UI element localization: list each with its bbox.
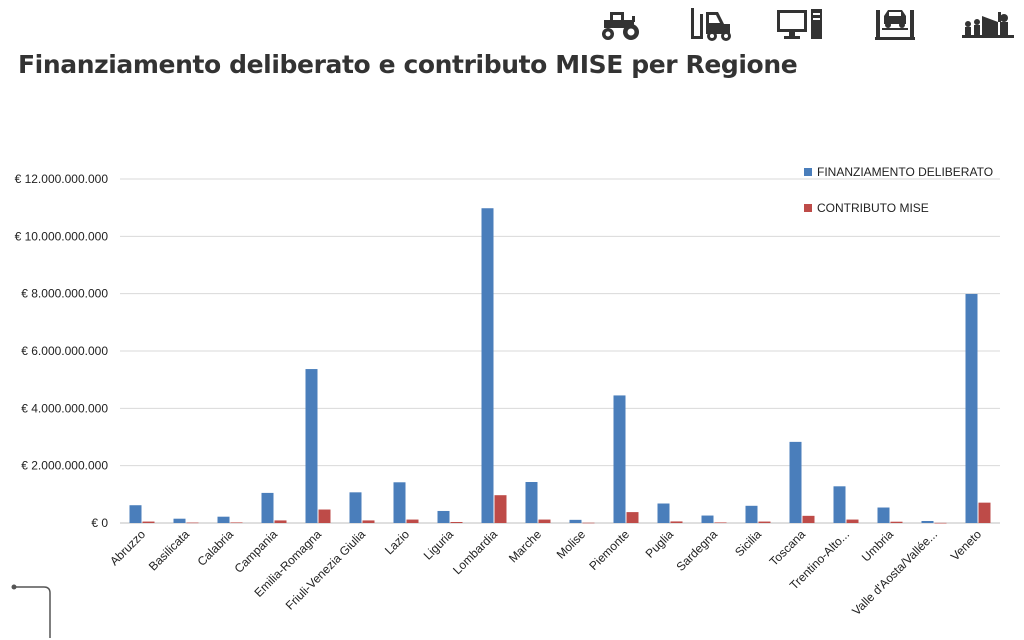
bar-finanziamento: [921, 520, 934, 523]
x-category-label: Veneto: [948, 527, 985, 564]
bar-finanziamento: [701, 515, 714, 523]
gridlines: [120, 178, 1000, 524]
bar-contributo: [582, 522, 595, 524]
bar-contributo: [142, 521, 155, 523]
bar-finanziamento: [305, 369, 318, 523]
bar-contributo: [670, 521, 683, 523]
x-category-label: Lazio: [382, 527, 412, 557]
bar-contributo: [890, 521, 903, 523]
bar-contributo: [934, 522, 947, 524]
header-icons: [0, 6, 1024, 46]
x-category-label: Liguria: [421, 527, 457, 563]
legend: FINANZIAMENTO DELIBERATO CONTRIBUTO MISE: [804, 165, 993, 215]
page-title: Finanziamento deliberato e contributo MI…: [18, 50, 798, 79]
bar-finanziamento: [217, 516, 230, 523]
bar-finanziamento: [789, 441, 802, 523]
x-category-label: Marche: [506, 527, 544, 565]
bar-finanziamento: [569, 519, 582, 523]
x-category-label: Umbria: [859, 527, 896, 564]
y-axis-labels: € 0 € 2.000.000.000 € 4.000.000.000 € 6.000…: [15, 172, 109, 530]
bar-contributo: [714, 522, 727, 524]
x-category-label: Abruzzo: [107, 527, 148, 568]
x-category-label: Lombardia: [450, 527, 500, 577]
forklift-icon: [691, 8, 731, 41]
bar-finanziamento: [877, 507, 890, 523]
bar-finanziamento: [525, 482, 538, 523]
bar-contributo: [494, 495, 507, 523]
bar-contributo: [406, 519, 419, 523]
bar-contributo: [186, 522, 199, 524]
bar-finanziamento: [833, 486, 846, 523]
y-tick-label: € 10.000.000.000: [15, 229, 109, 243]
x-category-label: Friuli-Venezia Giulia: [283, 527, 369, 613]
bar-contributo: [846, 519, 859, 523]
computer-icon: [777, 9, 822, 39]
y-tick-label: € 6.000.000.000: [21, 344, 108, 358]
bar-contributo: [274, 520, 287, 523]
bar-finanziamento: [437, 510, 450, 523]
construction-workers-icon: [962, 12, 1014, 38]
y-tick-label: € 0: [91, 516, 108, 530]
bar-finanziamento: [129, 505, 142, 523]
x-category-label: Toscana: [767, 527, 809, 569]
bar-contributo: [538, 519, 551, 523]
bar-finanziamento: [349, 492, 362, 523]
bar-contributo: [758, 521, 771, 523]
bar-finanziamento: [965, 293, 978, 523]
vehicle-lift-icon: [875, 10, 915, 40]
legend-swatch: [804, 204, 812, 212]
x-category-label: Puglia: [643, 527, 677, 561]
legend-label: CONTRIBUTO MISE: [817, 201, 929, 215]
x-category-label: Basilicata: [146, 527, 192, 573]
x-category-label: Molise: [554, 527, 589, 562]
x-category-label: Sicilia: [732, 527, 764, 559]
bar-contributo: [318, 509, 331, 523]
bar-finanziamento: [261, 492, 274, 523]
decorative-connector: [11, 584, 51, 638]
bar-contributo: [230, 522, 243, 524]
bar-finanziamento: [745, 505, 758, 523]
bar-finanziamento: [173, 518, 186, 523]
tractor-icon: [602, 12, 639, 40]
x-category-label: Sardegna: [673, 527, 720, 574]
y-tick-label: € 2.000.000.000: [21, 459, 108, 473]
legend-swatch: [804, 168, 812, 176]
bar-contributo: [626, 512, 639, 523]
bar-finanziamento: [657, 503, 670, 523]
y-tick-label: € 12.000.000.000: [15, 172, 109, 186]
bar-contributo: [802, 515, 815, 523]
bar-finanziamento: [393, 482, 406, 523]
x-category-label: Piemonte: [586, 527, 632, 573]
bar-finanziamento: [613, 395, 626, 523]
y-tick-label: € 8.000.000.000: [21, 287, 108, 301]
bar-contributo: [362, 520, 375, 523]
bars: [129, 208, 991, 524]
bar-contributo: [978, 502, 991, 523]
x-category-label: Calabria: [195, 527, 237, 569]
legend-label: FINANZIAMENTO DELIBERATO: [817, 165, 993, 179]
bar-contributo: [450, 521, 463, 523]
y-tick-label: € 4.000.000.000: [21, 401, 108, 415]
x-category-label: Valle d'Aosta/Vallée...: [849, 527, 940, 618]
bar-finanziamento: [481, 208, 494, 524]
